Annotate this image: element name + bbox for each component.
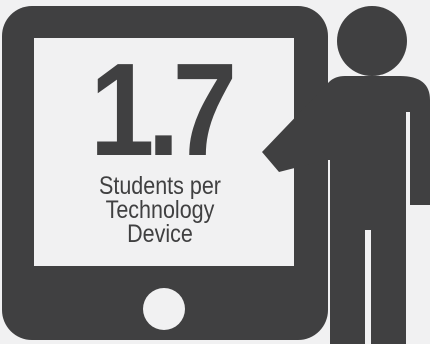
tablet-screen — [34, 38, 294, 266]
stat-caption-line-3: Device — [127, 220, 193, 248]
person-body — [262, 76, 430, 344]
person-head — [337, 6, 407, 76]
stat-value: 1.7 — [89, 36, 237, 183]
tablet-icon — [2, 6, 328, 340]
person-pointing-icon — [262, 6, 430, 344]
person-leg-gap — [365, 230, 371, 344]
stat-caption-line-1: Students per — [99, 172, 221, 200]
tablet-home-button — [143, 288, 185, 330]
stat-caption-line-2: Technology — [105, 196, 215, 224]
stat-caption: Students per Technology Device — [70, 172, 251, 248]
stat-block: 1.7 Students per Technology Device — [55, 36, 265, 248]
